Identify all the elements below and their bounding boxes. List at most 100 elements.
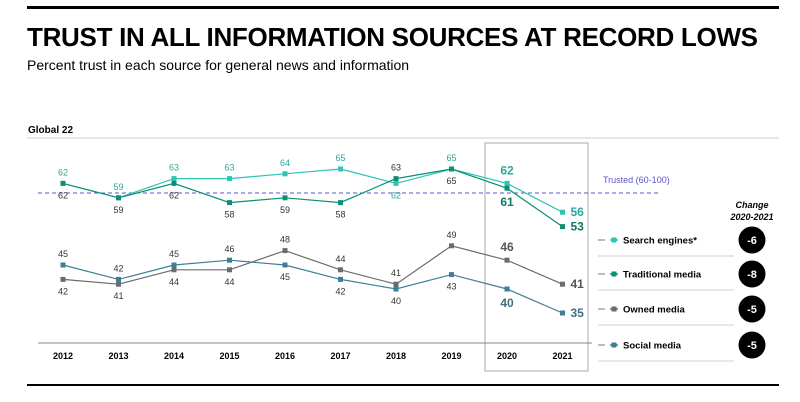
data-point-social-media-2016: [282, 262, 288, 268]
change-value-traditional-media: -8: [747, 269, 757, 281]
legend-swatch-marker: [611, 271, 617, 277]
legend-item-social-media: Social media -5: [598, 331, 766, 362]
x-tick-label-2017: 2017: [330, 351, 350, 361]
legend-item-search-engines: Search engines* -6: [598, 226, 766, 257]
x-tick-label-2014: 2014: [164, 351, 184, 361]
data-point-search-engines-2014: [171, 176, 177, 182]
data-label-owned-media-2017: 44: [335, 254, 345, 264]
data-label-social-media-2020: 40: [500, 296, 514, 310]
data-point-social-media-2012: [60, 262, 66, 268]
x-tick-label-2019: 2019: [441, 351, 461, 361]
data-point-search-engines-2016: [282, 171, 288, 177]
data-label-social-media-2017: 42: [335, 286, 345, 296]
data-label-search-engines-2020: 62: [500, 163, 514, 177]
data-point-traditional-media-2019: [449, 166, 454, 172]
series-owned-media: 42 41 44 44 48 44 41 49 46 41: [58, 230, 584, 301]
x-tick-label-2012: 2012: [53, 351, 73, 361]
data-label-social-media-2012: 45: [58, 249, 68, 259]
series-line-traditional-media: [62, 168, 563, 228]
series-line-search-engines: [62, 168, 563, 213]
data-point-traditional-media-2014: [171, 180, 177, 186]
data-point-search-engines-2017: [338, 166, 343, 172]
data-label-social-media-2014: 45: [169, 249, 179, 259]
data-point-traditional-media-2012: [60, 180, 66, 186]
data-label-traditional-media-2019: 65: [446, 176, 456, 186]
highlight-2020-2021-box: [484, 142, 589, 372]
data-point-traditional-media-2017: [338, 200, 343, 206]
series-traditional-media: 62 59 62 58 59 58 63 65 61 53: [58, 163, 584, 234]
data-label-owned-media-2014: 44: [169, 277, 179, 287]
data-label-traditional-media-2021: 53: [571, 220, 585, 234]
change-badge-search-engines: [738, 226, 766, 254]
x-tick-labels: 2012 2013 2014 2015 2016 2017 2018 2019 2020 2021: [53, 351, 573, 361]
page-title: TRUST IN ALL INFORMATION SOURCES AT RECO…: [27, 22, 758, 52]
data-label-search-engines-2014: 63: [169, 163, 179, 173]
data-label-traditional-media-2013: 59: [113, 205, 123, 215]
data-label-owned-media-2013: 41: [113, 291, 123, 301]
data-label-traditional-media-2020: 61: [500, 195, 514, 209]
change-value-search-engines: -6: [747, 235, 757, 247]
data-point-search-engines-2020: [504, 180, 510, 186]
data-point-search-engines-2018: [393, 180, 399, 186]
data-point-social-media-2017: [338, 276, 343, 282]
data-label-search-engines-2013: 59: [113, 182, 123, 192]
x-tick-label-2021: 2021: [552, 351, 572, 361]
data-label-search-engines-2012: 62: [58, 167, 68, 177]
legend-label-search-engines: Search engines*: [623, 236, 697, 247]
data-label-owned-media-2016: 48: [280, 235, 290, 245]
legend-label-traditional-media: Traditional media: [623, 270, 702, 281]
data-label-owned-media-2018: 41: [391, 268, 401, 278]
change-value-owned-media: -5: [747, 304, 757, 316]
data-label-social-media-2013: 42: [113, 263, 123, 273]
data-label-social-media-2016: 45: [280, 272, 290, 282]
change-header-line1: Change: [735, 200, 768, 210]
series-social-media: 45 42 45 46 45 42 40 43 40 35: [58, 244, 584, 320]
data-point-social-media-2020: [504, 286, 510, 292]
data-point-owned-media-2014: [171, 267, 177, 273]
data-label-social-media-2019: 43: [446, 282, 456, 292]
data-label-search-engines-2019: 65: [446, 153, 456, 163]
data-label-traditional-media-2012: 62: [58, 190, 68, 200]
data-label-traditional-media-2017: 58: [335, 210, 345, 220]
trusted-threshold-label: Trusted (60-100): [603, 175, 670, 185]
data-point-owned-media-2015: [227, 267, 232, 273]
data-point-owned-media-2016: [282, 248, 288, 254]
data-point-owned-media-2019: [449, 243, 454, 249]
data-label-owned-media-2020: 46: [500, 240, 514, 254]
legend-swatch-marker: [611, 237, 617, 243]
data-point-owned-media-2013: [116, 281, 121, 287]
page-subtitle: Percent trust in each source for general…: [27, 57, 410, 73]
data-label-social-media-2015: 46: [224, 244, 234, 254]
series-layer: 62 59 63 63 64 65 62 65 62 56 62 59 62 58 59 58 63 65 61 53…: [58, 153, 584, 320]
data-point-owned-media-2017: [338, 267, 343, 273]
change-badge-owned-media: [738, 295, 766, 323]
data-point-traditional-media-2020: [504, 185, 510, 191]
legend-swatch-marker: [611, 342, 617, 348]
data-point-social-media-2014: [171, 262, 177, 268]
change-value-social-media: -5: [747, 340, 757, 352]
legend-item-traditional-media: Traditional media -8: [598, 260, 766, 291]
data-label-search-engines-2018: 62: [391, 190, 401, 200]
data-label-search-engines-2021: 56: [571, 205, 585, 219]
x-tick-label-2018: 2018: [386, 351, 406, 361]
data-point-traditional-media-2016: [282, 195, 288, 201]
data-point-search-engines-2015: [227, 176, 232, 182]
data-label-traditional-media-2016: 59: [280, 205, 290, 215]
data-label-owned-media-2015: 44: [224, 277, 234, 287]
data-point-traditional-media-2015: [227, 200, 232, 206]
region-label: Global 22: [28, 125, 73, 136]
data-point-social-media-2021: [560, 310, 565, 316]
top-rule: [27, 6, 779, 9]
data-point-social-media-2019: [449, 272, 454, 278]
x-tick-label-2013: 2013: [108, 351, 128, 361]
data-label-social-media-2021: 35: [571, 306, 585, 320]
x-tick-label-2020: 2020: [497, 351, 517, 361]
data-label-search-engines-2017: 65: [335, 153, 345, 163]
data-label-owned-media-2012: 42: [58, 286, 68, 296]
legend-swatch-marker: [611, 306, 617, 312]
data-point-owned-media-2021: [560, 281, 565, 287]
legend: Search engines* -6 Traditional media -8 Owne…: [598, 226, 766, 362]
data-label-traditional-media-2018: 63: [391, 163, 401, 173]
legend-item-owned-media: Owned media -5: [598, 295, 766, 326]
change-header-line2: 2020-2021: [729, 212, 773, 222]
